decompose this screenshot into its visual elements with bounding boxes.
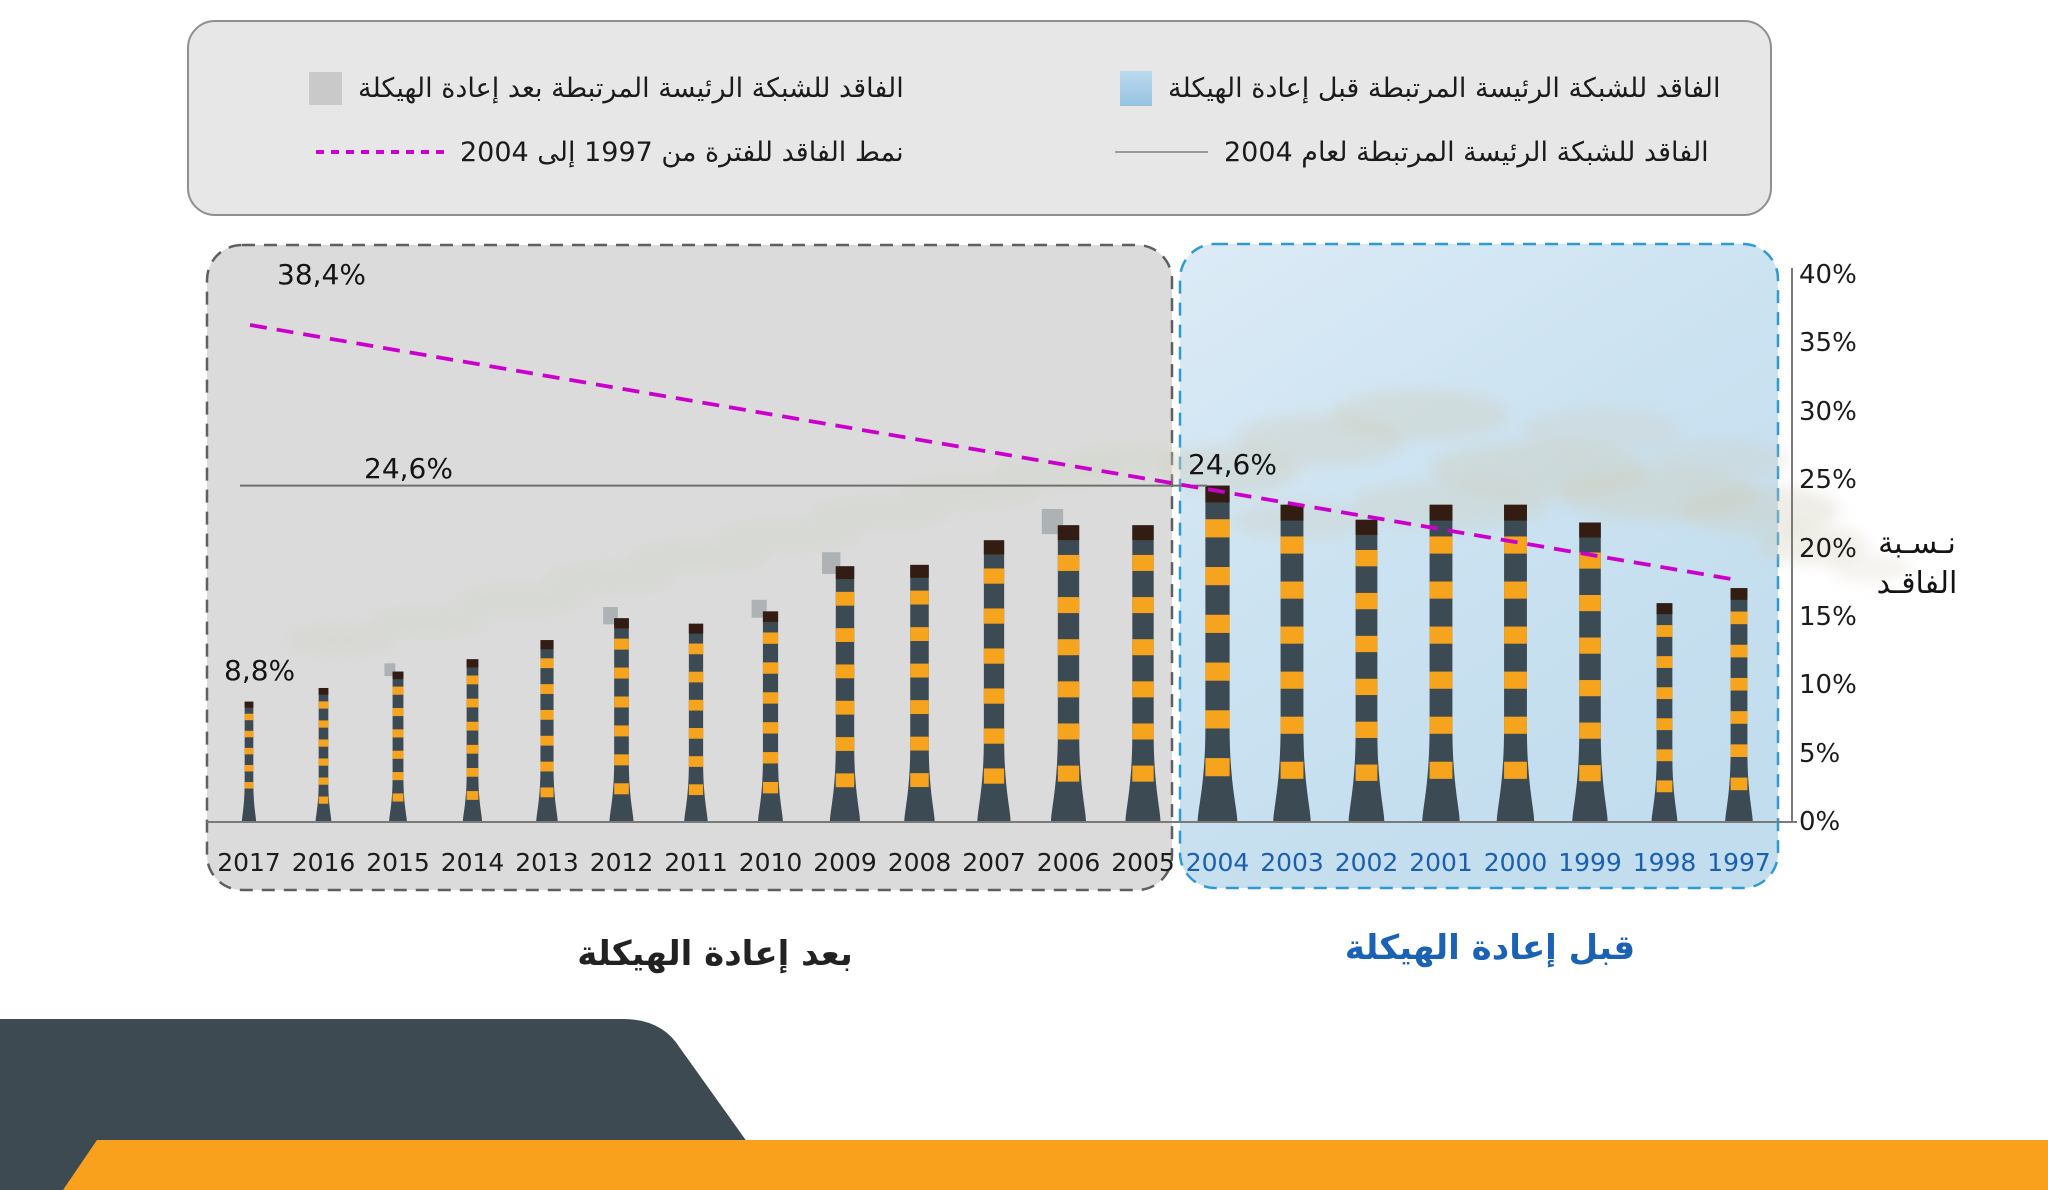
ref-value-label-left: 24,6% (364, 452, 453, 485)
legend-label-trend: نمط الفاقد للفترة من 1997 إلى 2004 (460, 136, 904, 168)
footer-decoration (0, 1019, 2048, 1190)
caption-before-restructuring: قبل إعادة الهيكلة (1344, 928, 1636, 968)
y-tick-20: 20% (1799, 533, 1857, 564)
year-label-2001: 2001 (1409, 848, 1473, 877)
footer-orange-band (63, 1140, 2048, 1190)
legend-marker-before-square (1120, 70, 1152, 106)
y-tick-0: 0% (1799, 807, 1841, 837)
year-label-2006: 2006 (1036, 848, 1101, 877)
y-tick-30: 30% (1799, 396, 1857, 427)
year-label-2010: 2010 (738, 848, 803, 877)
year-label-2007: 2007 (962, 848, 1026, 877)
year-label-2000: 2000 (1483, 848, 1548, 877)
year-label-2005: 2005 (1111, 848, 1175, 877)
year-label-2009: 2009 (813, 848, 877, 877)
year-label-2016: 2016 (291, 848, 356, 877)
caption-after-restructuring: بعد إعادة الهيكلة (577, 934, 853, 974)
y-axis-title: نـسـبة الفاقـد (1876, 526, 1958, 601)
legend-item-after: الفاقد للشبكة الرئيسة المرتبطة بعد إعادة… (309, 68, 904, 108)
legend-marker-trend-dashes (316, 150, 444, 154)
first-bar-value-label: 8,8% (224, 654, 296, 687)
year-label-2002: 2002 (1334, 848, 1399, 877)
year-label-2004: 2004 (1185, 848, 1250, 877)
year-label-2015: 2015 (366, 848, 430, 877)
y-tick-10: 10% (1799, 670, 1857, 701)
legend-item-trend: نمط الفاقد للفترة من 1997 إلى 2004 (316, 132, 904, 172)
y-tick-25: 25% (1799, 465, 1857, 496)
year-label-2003: 2003 (1260, 848, 1324, 877)
y-tick-35: 35% (1799, 328, 1857, 359)
legend-item-before: الفاقد للشبكة الرئيسة المرتبطة قبل إعادة… (1120, 68, 1721, 108)
y-tick-5: 5% (1799, 738, 1841, 769)
year-label-2014: 2014 (440, 848, 505, 877)
year-label-2011: 2011 (664, 848, 728, 877)
y-tick-15: 15% (1799, 601, 1857, 632)
legend-label-before: الفاقد للشبكة الرئيسة المرتبطة قبل إعادة… (1168, 72, 1721, 104)
year-label-2013: 2013 (515, 848, 579, 877)
year-label-1997: 1997 (1707, 848, 1771, 877)
year-label-2012: 2012 (589, 848, 654, 877)
y-tick-40: 40% (1799, 260, 1857, 290)
trend-start-value-label: 38,4% (277, 258, 366, 291)
legend-item-2004line: الفاقد للشبكة الرئيسة المرتبطة لعام 2004 (1115, 132, 1709, 172)
year-label-2017: 2017 (217, 848, 281, 877)
year-label-1999: 1999 (1558, 848, 1622, 877)
legend-marker-after-square (309, 71, 342, 105)
ref-value-label-2004: 24,6% (1188, 448, 1277, 481)
legend-label-2004: الفاقد للشبكة الرئيسة المرتبطة لعام 2004 (1224, 136, 1709, 168)
year-label-2008: 2008 (887, 848, 952, 877)
legend-box (187, 20, 1772, 216)
legend-label-after: الفاقد للشبكة الرئيسة المرتبطة بعد إعادة… (358, 72, 904, 104)
legend-marker-2004-line (1115, 151, 1208, 153)
year-label-1998: 1998 (1632, 848, 1697, 877)
